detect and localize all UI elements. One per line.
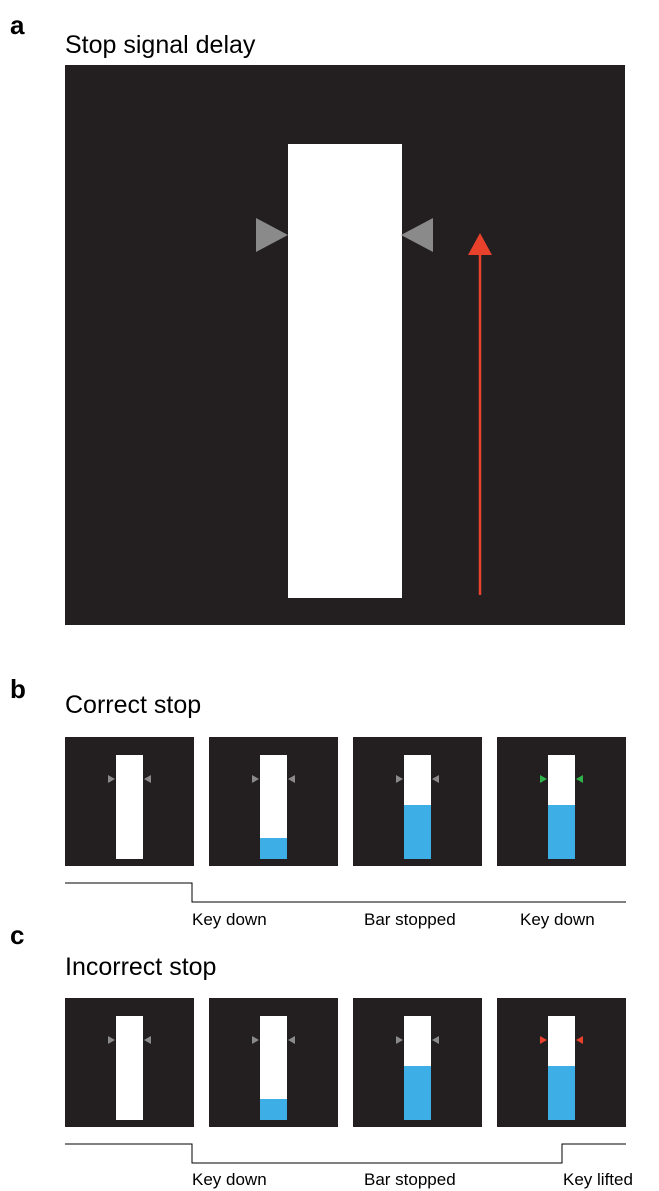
bar	[404, 755, 431, 859]
arrow-head-icon	[468, 233, 492, 255]
large-bar	[288, 144, 402, 598]
panel-a-title: Stop signal delay	[65, 31, 256, 59]
right-marker-icon	[576, 775, 583, 783]
panel-c-frame-3	[353, 998, 482, 1127]
left-marker-icon	[396, 775, 403, 783]
panel-c-frame-1	[65, 998, 194, 1127]
right-marker-icon	[432, 775, 439, 783]
left-marker-icon	[108, 1036, 115, 1044]
rising-arrow	[468, 233, 492, 595]
right-marker-icon	[432, 1036, 439, 1044]
right-marker-icon	[288, 775, 295, 783]
panel-b-frame-3	[353, 737, 482, 866]
right-marker-icon	[144, 775, 151, 783]
bar-fill	[260, 838, 287, 859]
bar	[548, 755, 575, 859]
panel-c-letter: c	[10, 920, 25, 950]
bar-fill	[404, 1065, 431, 1120]
event-label-b-3: Key down	[520, 910, 595, 929]
left-marker-icon	[540, 775, 547, 783]
left-marker-icon	[252, 1036, 259, 1044]
panel-b-letter: b	[10, 674, 26, 704]
left-marker-icon	[540, 1036, 547, 1044]
panel-b-frame-1	[65, 737, 194, 866]
left-marker-icon	[252, 775, 259, 783]
event-label-b-2: Bar stopped	[364, 910, 456, 929]
event-label-b-1: Key down	[192, 910, 267, 929]
panel-b-title: Correct stop	[65, 691, 202, 719]
panel-b-frame-4	[497, 737, 626, 866]
event-label-c-1: Key down	[192, 1170, 267, 1189]
right-marker-icon	[576, 1036, 583, 1044]
stop-signal-screen	[65, 65, 625, 625]
right-marker-icon	[288, 1036, 295, 1044]
event-label-c-3: Key lifted	[563, 1170, 633, 1189]
bar	[260, 1016, 287, 1120]
panel-a-letter: a	[10, 10, 25, 40]
bar	[116, 755, 143, 859]
bar-fill	[548, 1065, 575, 1120]
left-marker-icon	[256, 218, 288, 252]
bar-fill	[260, 1099, 287, 1120]
bar	[548, 1016, 575, 1120]
right-marker-icon	[144, 1036, 151, 1044]
event-label-c-2: Bar stopped	[364, 1170, 456, 1189]
panel-b-frame-2	[209, 737, 338, 866]
bar-fill	[404, 804, 431, 859]
panel-c-title: Incorrect stop	[65, 953, 217, 981]
left-marker-icon	[108, 775, 115, 783]
panel-c-frame-2	[209, 998, 338, 1127]
bar-fill	[548, 804, 575, 859]
bar	[260, 755, 287, 859]
bar	[404, 1016, 431, 1120]
bar	[116, 1016, 143, 1120]
panel-c-frame-4	[497, 998, 626, 1127]
left-marker-icon	[396, 1036, 403, 1044]
right-marker-icon	[401, 218, 433, 252]
